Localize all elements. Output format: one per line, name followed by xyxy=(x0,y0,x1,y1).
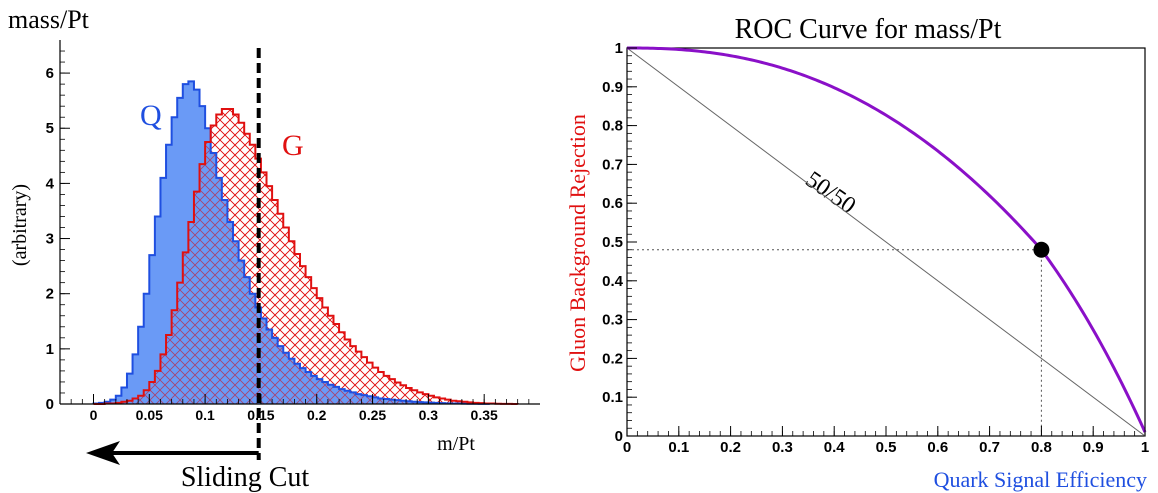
roc-y-tick-label: 0 xyxy=(615,428,623,445)
roc-panel: ROC Curve for mass/Pt Gluon Background R… xyxy=(565,14,1149,492)
histogram-x-tick-label: 0.35 xyxy=(471,407,498,423)
histogram-x-tick-label: 0.25 xyxy=(359,407,386,423)
sliding-cut-arrow-head xyxy=(86,441,120,465)
histogram-y-tick-label: 5 xyxy=(46,120,54,137)
histogram-x-tick-label: 0.2 xyxy=(307,407,327,423)
histogram-x-tick-label: 0.05 xyxy=(136,407,163,423)
roc-curve xyxy=(627,46,1147,433)
roc-diagonal-line xyxy=(626,47,1146,437)
histogram-y-tick-label: 3 xyxy=(46,231,54,248)
roc-y-tick-label: 0.4 xyxy=(602,273,624,290)
roc-y-tick-label: 0.1 xyxy=(602,389,623,406)
roc-y-tick-label: 0.6 xyxy=(602,195,623,212)
series-label-q: Q xyxy=(140,99,162,132)
working-point-marker xyxy=(1033,241,1050,258)
histogram-panel: mass/Pt (arbitrary) m/Pt Q G Sliding Cut… xyxy=(8,5,540,493)
roc-x-tick-label: 0.6 xyxy=(927,439,948,456)
roc-y-tick-label: 0.3 xyxy=(602,312,623,329)
histogram-x-tick-label: 0.15 xyxy=(247,407,274,423)
roc-x-tick-label: 1 xyxy=(1141,439,1149,456)
histogram-y-tick-label: 6 xyxy=(46,65,54,82)
roc-x-tick-label: 0.4 xyxy=(824,439,846,456)
roc-x-axis-label: Quark Signal Efficiency xyxy=(934,467,1147,492)
roc-x-tick-label: 0.7 xyxy=(979,439,1000,456)
diagonal-label: 50/50 xyxy=(801,167,861,220)
roc-x-tick-label: 0.2 xyxy=(720,439,741,456)
roc-y-tick-label: 0.2 xyxy=(602,350,623,367)
roc-x-tick-label: 0 xyxy=(623,439,631,456)
roc-y-tick-label: 0.9 xyxy=(602,79,623,96)
histogram-y-tick-label: 1 xyxy=(46,341,54,358)
roc-x-tick-label: 0.3 xyxy=(772,439,793,456)
series-q-outline xyxy=(92,80,491,405)
series-label-g: G xyxy=(282,129,304,162)
roc-x-tick-label: 0.1 xyxy=(668,439,689,456)
histogram-y-tick-label: 4 xyxy=(46,175,55,192)
roc-y-tick-label: 1 xyxy=(615,40,623,57)
roc-y-tick-label: 0.7 xyxy=(602,156,623,173)
roc-y-tick-label: 0.8 xyxy=(602,118,623,135)
roc-y-tick-label: 0.5 xyxy=(602,234,623,251)
histogram-y-axis-label: (arbitrary) xyxy=(9,184,31,266)
histogram-x-tick-label: 0 xyxy=(90,407,98,423)
histogram-x-tick-label: 0.3 xyxy=(419,407,439,423)
roc-x-tick-label: 0.8 xyxy=(1031,439,1052,456)
roc-title: ROC Curve for mass/Pt xyxy=(735,14,1002,45)
histogram-y-tick-label: 2 xyxy=(46,286,54,303)
sliding-cut-label: Sliding Cut xyxy=(181,462,310,493)
roc-x-tick-label: 0.5 xyxy=(876,439,897,456)
histogram-x-axis-label: m/Pt xyxy=(437,433,475,455)
histogram-y-tick-label: 0 xyxy=(46,396,54,413)
roc-y-axis-label: Gluon Background Rejection xyxy=(565,114,590,372)
histogram-title: mass/Pt xyxy=(8,5,90,34)
roc-x-tick-label: 0.9 xyxy=(1083,439,1104,456)
histogram-x-tick-label: 0.1 xyxy=(195,407,215,423)
